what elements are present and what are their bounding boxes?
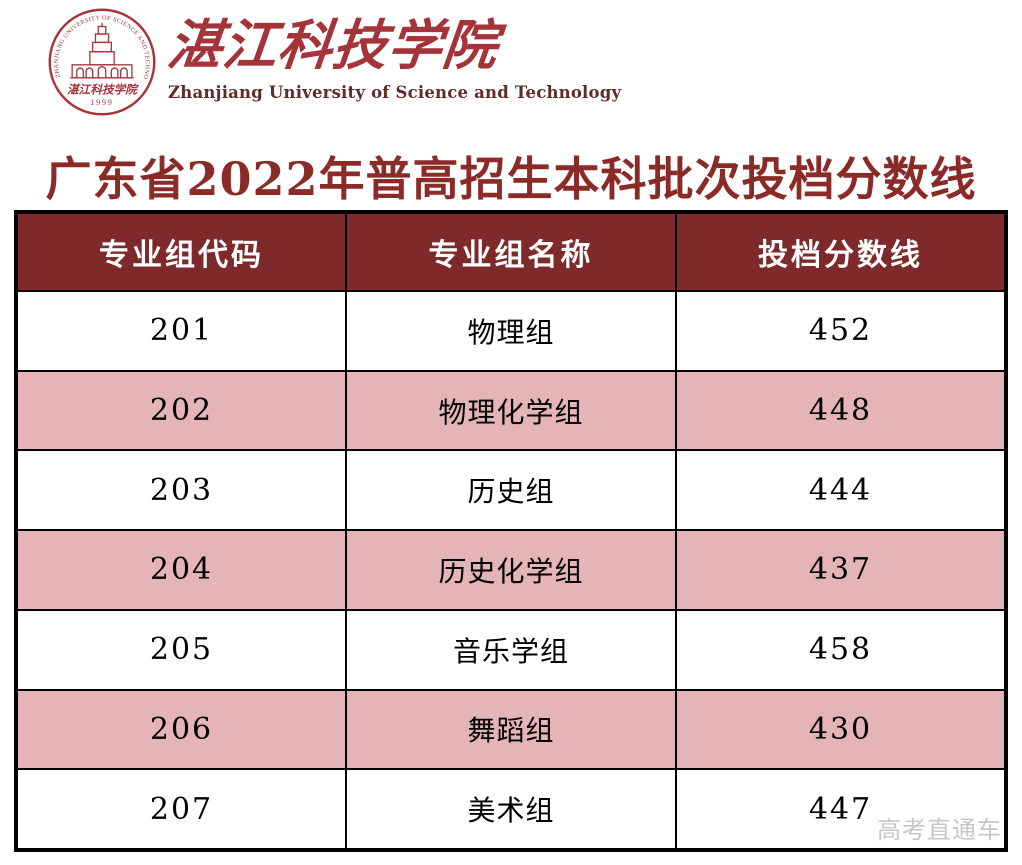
seal-ring [48,8,156,116]
seal-building-icon [70,22,134,79]
header-cell-score: 投档分数线 [675,211,1007,292]
cell-score: 437 [675,529,1007,611]
cell-score: 447 [675,768,1007,851]
table-row: 202 物理化学组 448 [15,369,1007,452]
cell-score: 444 [675,449,1007,532]
university-name-english: Zhanjiang University of Science and Tech… [168,83,622,102]
table-row: 205 音乐学组 458 [15,608,1007,691]
cell-name: 舞蹈组 [345,688,677,771]
cell-code: 207 [15,768,347,851]
cell-score: 452 [675,290,1007,372]
cell-code: 203 [15,449,347,532]
seal-calligraphy: 湛江科技学院 [67,83,139,97]
university-seal-logo: ZHANJIANG UNIVERSITY OF SCIENCE AND TECH… [44,6,156,116]
cell-code: 201 [15,290,347,372]
page-title: 广东省2022年普高招生本科批次投档分数线 [45,152,977,206]
table-row: 203 历史组 444 [15,449,1007,532]
cell-name: 历史化学组 [345,529,677,611]
table-row: 201 物理组 452 [15,290,1007,372]
cell-name: 历史组 [345,449,677,532]
table-row: 206 舞蹈组 430 [15,688,1007,771]
cell-code: 205 [15,608,347,691]
cell-code: 206 [15,688,347,771]
table-header-row: 专业组代码 专业组名称 投档分数线 [15,211,1007,292]
scores-table: 专业组代码 专业组名称 投档分数线 201 物理组 452 202 物理化学组 … [14,210,1008,852]
cell-name: 音乐学组 [345,608,677,691]
watermark: 高考直通车 [877,817,1002,844]
seal-year: 1999 [90,98,113,107]
table-row: 207 美术组 447 [15,768,1007,851]
cell-name: 物理组 [345,290,677,372]
cell-score: 448 [675,369,1007,452]
table-row: 204 历史化学组 437 [15,529,1007,611]
cell-name: 美术组 [345,768,677,851]
cell-score: 458 [675,608,1007,691]
cell-score: 430 [675,688,1007,771]
header-cell-code: 专业组代码 [15,211,347,292]
cell-code: 202 [15,369,347,452]
cell-name: 物理化学组 [345,369,677,452]
cell-code: 204 [15,529,347,611]
university-name-calligraphy: 湛江科技学院 [164,13,502,77]
header-cell-name: 专业组名称 [345,211,677,292]
